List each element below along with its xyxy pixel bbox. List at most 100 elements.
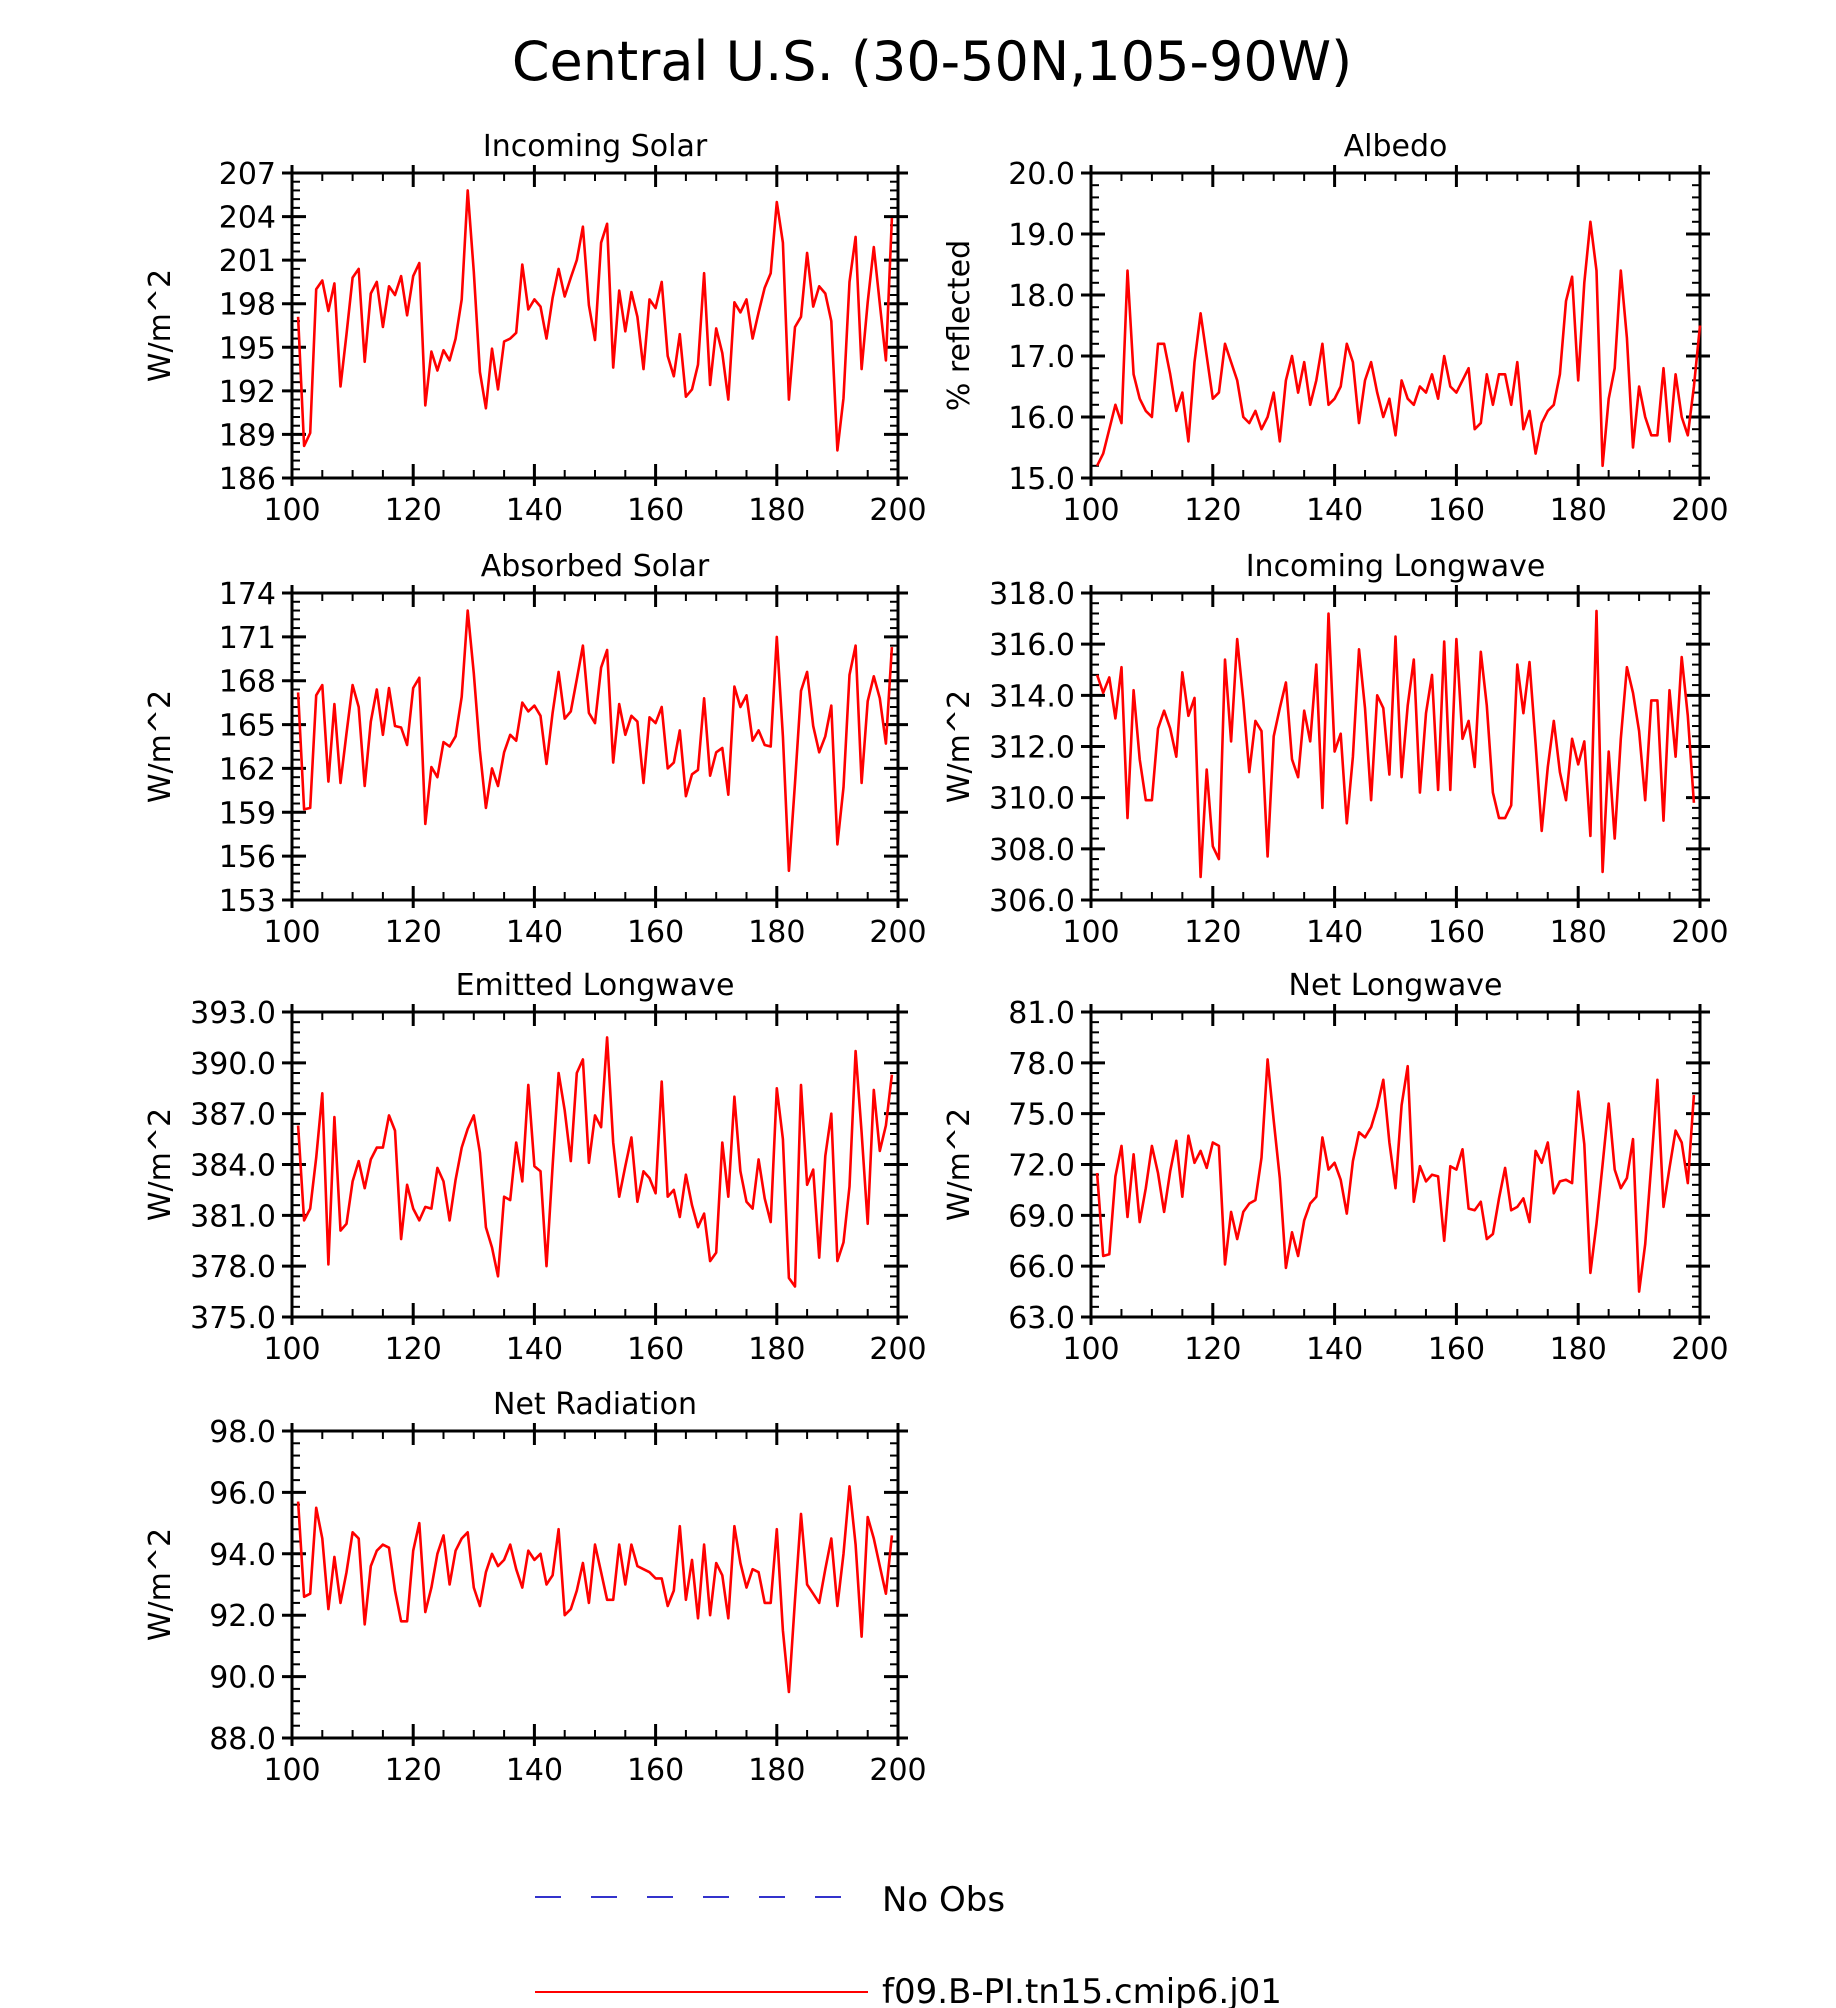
x-tick-label: 160 xyxy=(627,1332,684,1367)
y-tick-label: 195 xyxy=(219,331,276,366)
y-tick-label: 165 xyxy=(219,709,276,744)
x-tick-label: 120 xyxy=(385,915,442,950)
x-tick-label: 200 xyxy=(869,1753,926,1788)
x-tick-label: 200 xyxy=(1671,915,1728,950)
series-line xyxy=(296,189,894,452)
panel-title: Emitted Longwave xyxy=(456,968,735,1003)
y-tick-label: 314.0 xyxy=(989,679,1075,714)
x-tick-label: 180 xyxy=(748,1753,805,1788)
x-tick-label: 140 xyxy=(1306,1332,1363,1367)
x-tick-label: 160 xyxy=(627,493,684,528)
y-tick-label: 75.0 xyxy=(1008,1098,1075,1133)
y-tick-label: 69.0 xyxy=(1008,1199,1075,1234)
y-tick-label: 310.0 xyxy=(989,782,1075,817)
y-axis-label: % reflected xyxy=(942,240,977,411)
panel-net-longwave: 100 120 140 160 180 200 63.0 66.0 69.0 72.0 75.0 78… xyxy=(942,968,1729,1367)
y-tick-label: 16.0 xyxy=(1008,401,1075,436)
x-tick-label: 120 xyxy=(385,493,442,528)
y-axis-label: W/m^2 xyxy=(942,1108,977,1221)
y-tick-label: 92.0 xyxy=(209,1599,276,1634)
panel-incoming-solar: 100 120 140 160 180 200 186 189 192 195 198 201 204 2… xyxy=(143,129,927,528)
x-tick-label: 200 xyxy=(869,493,926,528)
x-tick-label: 200 xyxy=(1671,493,1728,528)
y-tick-label: 78.0 xyxy=(1008,1047,1075,1082)
y-tick-label: 390.0 xyxy=(190,1047,276,1082)
y-tick-label: 90.0 xyxy=(209,1661,276,1696)
panel-title: Incoming Solar xyxy=(483,129,708,164)
x-tick-label: 180 xyxy=(748,1332,805,1367)
x-tick-label: 140 xyxy=(1306,915,1363,950)
y-tick-label: 201 xyxy=(219,244,276,279)
x-tick-label: 100 xyxy=(1062,915,1119,950)
legend-entry-model-run: f09.B-PI.tn15.cmip6.j01 xyxy=(535,1972,1282,2008)
panel-emitted-longwave: 100 120 140 160 180 200 375.0 378.0 381.0 384.0 38… xyxy=(143,968,927,1367)
y-axis-label: W/m^2 xyxy=(143,1108,178,1221)
y-tick-label: 174 xyxy=(219,577,276,612)
x-tick-label: 160 xyxy=(627,1753,684,1788)
x-tick-label: 140 xyxy=(506,493,563,528)
y-tick-label: 96.0 xyxy=(209,1476,276,1511)
x-tick-label: 120 xyxy=(385,1753,442,1788)
y-tick-label: 387.0 xyxy=(190,1098,276,1133)
panel-title: Net Longwave xyxy=(1289,968,1503,1003)
x-tick-label: 120 xyxy=(1184,915,1241,950)
y-tick-label: 207 xyxy=(219,157,276,192)
y-tick-label: 204 xyxy=(219,201,276,236)
x-tick-label: 180 xyxy=(1550,915,1607,950)
y-tick-label: 98.0 xyxy=(209,1415,276,1450)
y-tick-label: 312.0 xyxy=(989,731,1075,766)
y-tick-label: 20.0 xyxy=(1008,157,1075,192)
y-tick-label: 18.0 xyxy=(1008,279,1075,314)
x-tick-label: 180 xyxy=(748,493,805,528)
y-tick-label: 192 xyxy=(219,375,276,410)
plot-frame xyxy=(1089,1010,1702,1319)
y-tick-label: 378.0 xyxy=(190,1250,276,1285)
y-tick-label: 81.0 xyxy=(1008,996,1075,1031)
x-tick-label: 200 xyxy=(869,915,926,950)
x-tick-label: 100 xyxy=(1062,493,1119,528)
x-tick-label: 100 xyxy=(1062,1332,1119,1367)
y-tick-label: 156 xyxy=(219,840,276,875)
y-axis-label: W/m^2 xyxy=(143,269,178,382)
y-tick-label: 316.0 xyxy=(989,628,1075,663)
y-tick-label: 19.0 xyxy=(1008,218,1075,253)
panel-albedo: 100 120 140 160 180 200 15.0 16.0 17.0 18.0 19.0 20… xyxy=(942,129,1729,528)
x-tick-label: 160 xyxy=(1428,493,1485,528)
panel-net-radiation: 100 120 140 160 180 200 88.0 90.0 92.0 94.0 96.0 98… xyxy=(143,1387,927,1788)
y-tick-label: 318.0 xyxy=(989,577,1075,612)
legend-label-model-run: f09.B-PI.tn15.cmip6.j01 xyxy=(882,1972,1282,2008)
x-tick-label: 140 xyxy=(1306,493,1363,528)
x-tick-label: 120 xyxy=(1184,493,1241,528)
y-tick-label: 17.0 xyxy=(1008,340,1075,375)
series-line xyxy=(296,609,894,873)
panel-title: Net Radiation xyxy=(493,1387,697,1422)
y-tick-label: 308.0 xyxy=(989,833,1075,868)
legend-label-no-obs: No Obs xyxy=(882,1880,1005,1920)
panel-incoming-longwave: 100 120 140 160 180 200 306.0 308.0 310.0 312.0 31… xyxy=(942,549,1729,950)
series-line xyxy=(296,1036,894,1288)
x-tick-label: 100 xyxy=(263,1753,320,1788)
y-tick-label: 15.0 xyxy=(1008,462,1075,497)
x-tick-label: 120 xyxy=(385,1332,442,1367)
x-tick-label: 140 xyxy=(506,915,563,950)
y-tick-label: 189 xyxy=(219,418,276,453)
y-tick-label: 198 xyxy=(219,288,276,323)
y-tick-label: 94.0 xyxy=(209,1538,276,1573)
x-tick-label: 200 xyxy=(869,1332,926,1367)
y-tick-label: 393.0 xyxy=(190,996,276,1031)
x-tick-label: 100 xyxy=(263,493,320,528)
panel-title: Albedo xyxy=(1344,129,1448,164)
panel-absorbed-solar: 100 120 140 160 180 200 153 156 159 162 165 168 171 1… xyxy=(143,549,927,950)
plot-frame xyxy=(290,591,900,902)
y-tick-label: 72.0 xyxy=(1008,1149,1075,1184)
x-tick-label: 140 xyxy=(506,1753,563,1788)
y-axis-label: W/m^2 xyxy=(143,1528,178,1641)
x-tick-label: 160 xyxy=(1428,915,1485,950)
legend-entry-no-obs: No Obs xyxy=(535,1880,1005,1920)
y-tick-label: 66.0 xyxy=(1008,1250,1075,1285)
y-tick-label: 306.0 xyxy=(989,884,1075,919)
x-tick-label: 120 xyxy=(1184,1332,1241,1367)
series-line xyxy=(1095,220,1702,468)
y-axis-label: W/m^2 xyxy=(143,690,178,803)
